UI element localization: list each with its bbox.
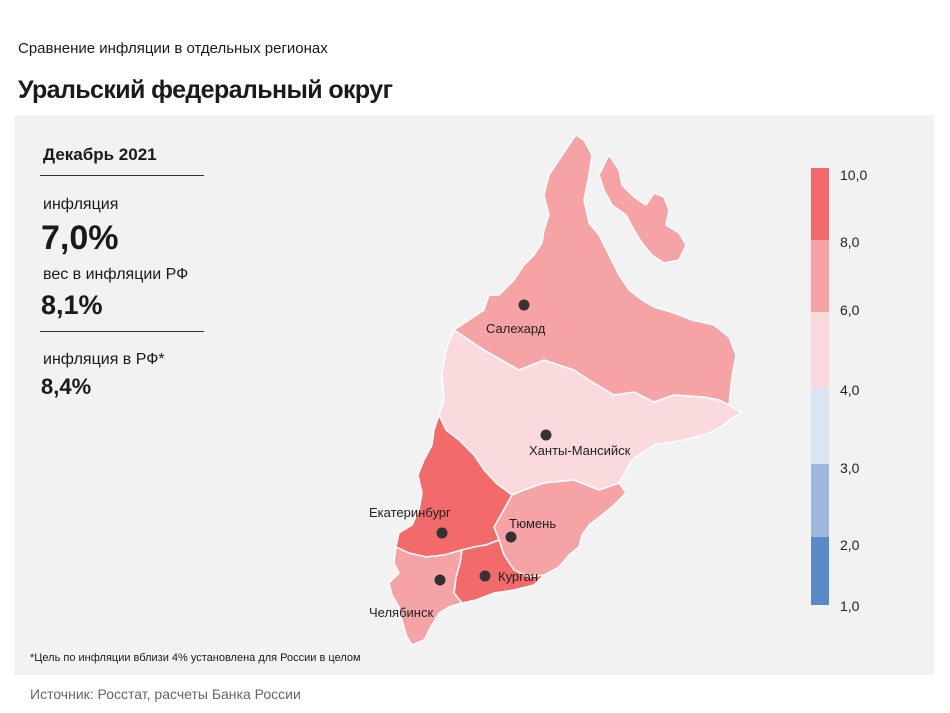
color-scale: 10,0 8,0 6,0 4,0 3,0 2,0 1,0 bbox=[811, 167, 867, 614]
city-label-salekhard: Салехард bbox=[486, 321, 546, 336]
scale-tick-2: 2,0 bbox=[840, 537, 860, 553]
city-dot-ekaterinburg bbox=[436, 527, 448, 539]
chart-title: Уральский федеральный округ bbox=[18, 76, 393, 104]
scale-tick-3: 3,0 bbox=[840, 460, 860, 476]
russia-inflation-label: инфляция в РФ* bbox=[43, 351, 165, 368]
city-dot-chelyabinsk bbox=[434, 574, 446, 586]
region-yanao-gydan bbox=[598, 154, 687, 264]
footnote: *Цель по инфляции вблизи 4% установлена … bbox=[30, 652, 361, 664]
scale-band-8 bbox=[811, 240, 829, 312]
period-label: Декабрь 2021 bbox=[43, 145, 157, 164]
scale-band-6 bbox=[811, 312, 829, 388]
scale-band-4 bbox=[811, 388, 829, 464]
inflation-value: 7,0% bbox=[41, 219, 119, 257]
city-dot-khanty-mansiysk bbox=[540, 429, 552, 441]
inflation-label: инфляция bbox=[43, 196, 119, 213]
region-map: 10,0 8,0 6,0 4,0 3,0 2,0 1,0 Салехард Ха… bbox=[369, 134, 867, 646]
city-label-ekaterinburg: Екатеринбург bbox=[369, 505, 451, 520]
divider-bottom bbox=[40, 331, 204, 332]
city-dot-kurgan bbox=[479, 570, 491, 582]
divider-top bbox=[40, 175, 204, 176]
city-dot-salekhard bbox=[518, 299, 530, 311]
scale-tick-8: 8,0 bbox=[840, 234, 860, 250]
scale-band-2 bbox=[811, 537, 829, 605]
scale-tick-1: 1,0 bbox=[840, 598, 860, 614]
city-label-chelyabinsk: Челябинск bbox=[369, 605, 433, 620]
chart-subtitle: Сравнение инфляции в отдельных регионах bbox=[18, 40, 328, 57]
scale-tick-4: 4,0 bbox=[840, 382, 860, 398]
source-note: Источник: Росстат, расчеты Банка России bbox=[30, 686, 301, 702]
scale-band-3 bbox=[811, 464, 829, 537]
weight-label: вес в инфляции РФ bbox=[43, 266, 189, 283]
city-label-khanty-mansiysk: Ханты-Мансийск bbox=[529, 443, 631, 458]
region-yanao bbox=[453, 134, 737, 406]
map-panel: Декабрь 2021 инфляция 7,0% вес в инфляци… bbox=[14, 115, 934, 675]
city-dot-tyumen bbox=[505, 531, 517, 543]
city-label-kurgan: Курган bbox=[498, 569, 538, 584]
city-markers: Салехард Ханты-Мансийск Тюмень Екатеринб… bbox=[369, 299, 631, 620]
city-label-tyumen: Тюмень bbox=[509, 516, 556, 531]
russia-inflation-value: 8,4% bbox=[41, 374, 92, 399]
info-block: Декабрь 2021 инфляция 7,0% вес в инфляци… bbox=[40, 145, 204, 400]
scale-tick-6: 6,0 bbox=[840, 302, 860, 318]
scale-tick-10: 10,0 bbox=[840, 167, 867, 183]
weight-value: 8,1% bbox=[41, 290, 103, 320]
scale-band-10 bbox=[811, 168, 829, 240]
region-chelyabinsk bbox=[388, 546, 463, 646]
